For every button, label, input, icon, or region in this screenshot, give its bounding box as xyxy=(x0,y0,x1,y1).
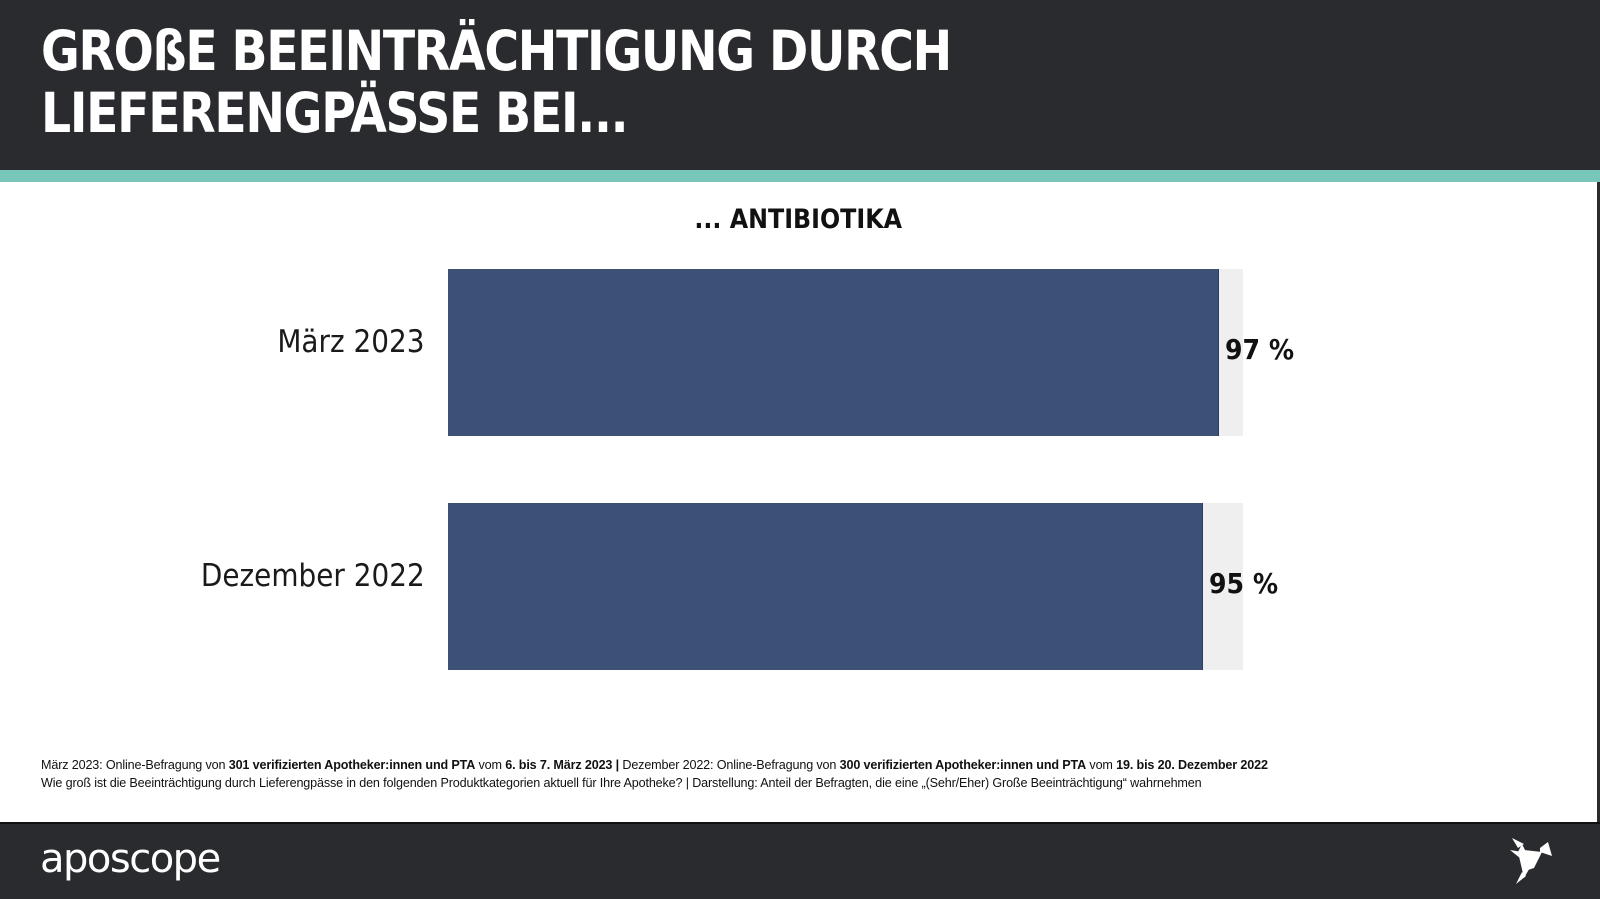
chart-area: ... ANTIBIOTIKA März 2023 97 % Dezember 20… xyxy=(0,182,1597,822)
footnotes: März 2023: Online-Befragung von 301 veri… xyxy=(41,756,1268,792)
category-label: März 2023 xyxy=(277,324,425,360)
chart-title: ... ANTIBIOTIKA xyxy=(694,204,903,235)
header: GROßE BEEINTRÄCHTIGUNG DURCH LIEFERENGPÄ… xyxy=(0,0,1600,170)
footnote-line-1: März 2023: Online-Befragung von 301 veri… xyxy=(41,756,1268,774)
footnote-segment: März 2023: Online-Befragung von xyxy=(41,758,229,772)
value-label: 97 % xyxy=(1225,333,1295,366)
footnote-segment: Dezember 2022: Online-Befragung von xyxy=(622,758,840,772)
bar xyxy=(448,503,1204,670)
footnote-segment: 300 verifizierten Apotheker:innen und PT… xyxy=(839,758,1087,772)
footnote-segment: | xyxy=(612,758,623,772)
footnote-segment: 6. bis 7. März 2023 xyxy=(505,758,613,772)
origami-bird-icon xyxy=(1510,838,1552,884)
footnote-segment: vom xyxy=(1086,758,1117,772)
footnote-segment: vom xyxy=(475,758,506,772)
right-border xyxy=(1597,182,1600,822)
footnote-segment: 19. bis 20. Dezember 2022 xyxy=(1116,758,1268,772)
footnote-line-2: Wie groß ist die Beeinträchtigung durch … xyxy=(41,776,1202,790)
accent-stripe xyxy=(0,170,1600,182)
brand-logo: aposcope xyxy=(40,836,221,882)
category-label: Dezember 2022 xyxy=(201,558,425,594)
footer: aposcope xyxy=(0,822,1600,899)
footnote-segment: 301 verifizierten Apotheker:innen und PT… xyxy=(228,758,476,772)
page-title-line-1: GROßE BEEINTRÄCHTIGUNG DURCH xyxy=(41,19,952,83)
page-title: GROßE BEEINTRÄCHTIGUNG DURCH LIEFERENGPÄ… xyxy=(41,19,952,145)
bar xyxy=(448,269,1220,436)
page-title-line-2: LIEFERENGPÄSSE BEI... xyxy=(41,81,629,145)
value-label: 95 % xyxy=(1209,567,1279,600)
